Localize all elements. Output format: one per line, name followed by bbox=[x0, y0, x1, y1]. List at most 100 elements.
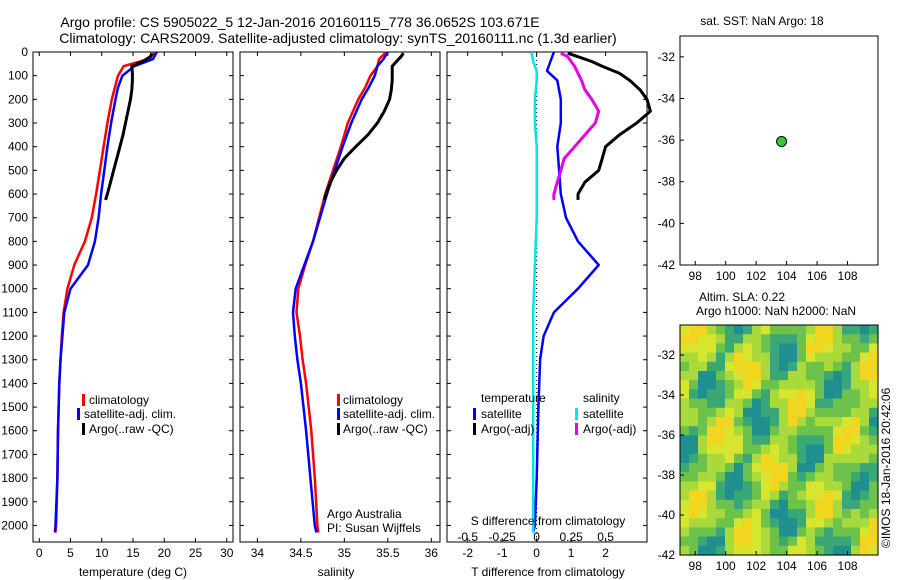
sla-heatmap-cell bbox=[770, 518, 780, 528]
sla-heatmap-cell bbox=[842, 499, 852, 510]
sla-heatmap-cell bbox=[824, 490, 834, 501]
sla-heatmap-cell bbox=[743, 389, 753, 400]
sla-heatmap-cell bbox=[707, 361, 717, 372]
y-tick-label: -38 bbox=[658, 468, 676, 482]
sla-heatmap-cell bbox=[752, 325, 762, 335]
sla-heatmap-cell bbox=[770, 463, 780, 473]
sla-heatmap-cell bbox=[680, 371, 690, 381]
sla-heatmap-cell bbox=[761, 417, 771, 427]
sla-heatmap-cell bbox=[869, 545, 879, 556]
sla-heatmap-cell bbox=[860, 481, 870, 492]
sla-heatmap-cell bbox=[869, 536, 879, 547]
sla-heatmap-cell bbox=[707, 481, 717, 492]
sla-heatmap-cell bbox=[734, 472, 744, 482]
sla-heatmap-cell bbox=[680, 463, 690, 473]
sla-heatmap-cell bbox=[788, 463, 798, 473]
sla-heatmap-cell bbox=[752, 417, 762, 427]
sla-heatmap-cell bbox=[779, 518, 789, 528]
sla-heatmap-cell bbox=[707, 499, 717, 510]
sla-heatmap-cell bbox=[860, 536, 870, 547]
sla-heatmap-cell bbox=[761, 509, 771, 519]
sla-heatmap-cell bbox=[779, 435, 789, 446]
sla-heatmap-cell bbox=[734, 499, 744, 510]
sla-heatmap-cell bbox=[788, 481, 798, 492]
sla-heatmap-cell bbox=[689, 472, 699, 482]
sla-heatmap-cell bbox=[797, 426, 807, 436]
sla-heatmap-cell bbox=[689, 325, 699, 335]
sla-heatmap-cell bbox=[689, 398, 699, 409]
sla-heatmap-cell bbox=[734, 334, 744, 344]
legend-swatch-t-satellite bbox=[473, 408, 476, 420]
salinity-panel: 34 34.5 35 35.5 36 climatology satellite-adj… bbox=[239, 51, 441, 579]
series-line-argo-raw-qc bbox=[322, 52, 405, 201]
sla-heatmap-cell bbox=[797, 398, 807, 409]
x-tick-label: 102 bbox=[746, 559, 766, 573]
sla-heatmap-cell bbox=[869, 398, 879, 409]
sla-heatmap-cell bbox=[689, 352, 699, 363]
sla-heatmap-cell bbox=[797, 481, 807, 492]
sla-heatmap-cell bbox=[689, 426, 699, 436]
sla-heatmap-cell bbox=[806, 371, 816, 381]
sla-heatmap-cell bbox=[698, 325, 708, 335]
sla-heatmap-cell bbox=[734, 490, 744, 501]
sla-heatmap-cell bbox=[797, 371, 807, 381]
sla-heatmap-cell bbox=[824, 545, 834, 556]
sla-heatmap-cell bbox=[824, 325, 834, 335]
s-diff-tick-label: -0.25 bbox=[488, 530, 516, 544]
sla-heatmap-cell bbox=[698, 389, 708, 400]
sla-heatmap-cell bbox=[761, 352, 771, 363]
sla-heatmap-cell bbox=[716, 380, 726, 390]
legend-label-s-argo: Argo(-adj) bbox=[583, 422, 636, 436]
legend-label-climatology: climatology bbox=[343, 393, 403, 407]
sla-heatmap-cell bbox=[851, 334, 861, 344]
sla-heatmap-cell bbox=[842, 509, 852, 519]
sla-heatmap-cell bbox=[824, 481, 834, 492]
sla-heatmap-cell bbox=[842, 463, 852, 473]
x-tick-label: 36 bbox=[425, 546, 439, 560]
sla-heatmap-cell bbox=[770, 499, 780, 510]
sla-heatmap-cell bbox=[752, 509, 762, 519]
sla-heatmap-cell bbox=[743, 481, 753, 492]
sla-heatmap-cell bbox=[833, 426, 843, 436]
sla-heatmap-cell bbox=[842, 435, 852, 446]
sla-heatmap-cell bbox=[833, 490, 843, 501]
sla-heatmap-cell bbox=[725, 463, 735, 473]
sla-heatmap-cell bbox=[851, 398, 861, 409]
sla-heatmap-cell bbox=[770, 444, 780, 455]
sla-heatmap-cell bbox=[725, 509, 735, 519]
y-tick-label: 900 bbox=[8, 258, 28, 272]
sla-heatmap-cell bbox=[860, 453, 870, 464]
sla-heatmap-cell bbox=[734, 426, 744, 436]
y-tick-label: 600 bbox=[8, 187, 28, 201]
sla-heatmap-cell bbox=[815, 444, 825, 455]
series-line-satellite bbox=[531, 51, 600, 533]
sla-heatmap-cell bbox=[860, 334, 870, 344]
sla-heatmap-cell bbox=[680, 499, 690, 510]
sla-heatmap-cell bbox=[797, 389, 807, 400]
sla-heatmap-cell bbox=[707, 426, 717, 436]
sla-heatmap-cell bbox=[725, 481, 735, 492]
credit-text: Argo Australia bbox=[327, 507, 402, 521]
sla-heatmap-cell bbox=[698, 545, 708, 556]
sla-heatmap-cell bbox=[779, 527, 789, 538]
sla-heatmap-cell bbox=[824, 352, 834, 363]
sla-heatmap-cell bbox=[860, 352, 870, 363]
sla-heatmap-cell bbox=[797, 453, 807, 464]
sla-heatmap-cell bbox=[743, 527, 753, 538]
sla-heatmap-cell bbox=[842, 325, 852, 335]
sla-heatmap-cell bbox=[680, 325, 690, 335]
sla-heatmap-cell bbox=[761, 334, 771, 344]
sla-heatmap-cell bbox=[752, 334, 762, 344]
sla-heatmap-cell bbox=[770, 536, 780, 547]
sla-heatmap-cell bbox=[842, 426, 852, 436]
x-tick-label: 108 bbox=[838, 559, 858, 573]
y-tick-label: -34 bbox=[658, 91, 676, 105]
sla-heatmap-cell bbox=[869, 417, 879, 427]
x-tick-label: 0 bbox=[36, 546, 43, 560]
sla-heatmap-cell bbox=[743, 518, 753, 528]
sla-heatmap-cell bbox=[815, 361, 825, 372]
sla-heatmap-cell bbox=[806, 343, 816, 354]
y-tick-label: 1300 bbox=[1, 353, 28, 367]
y-tick-label: 1900 bbox=[1, 495, 28, 509]
sla-heatmap-cell bbox=[725, 435, 735, 446]
